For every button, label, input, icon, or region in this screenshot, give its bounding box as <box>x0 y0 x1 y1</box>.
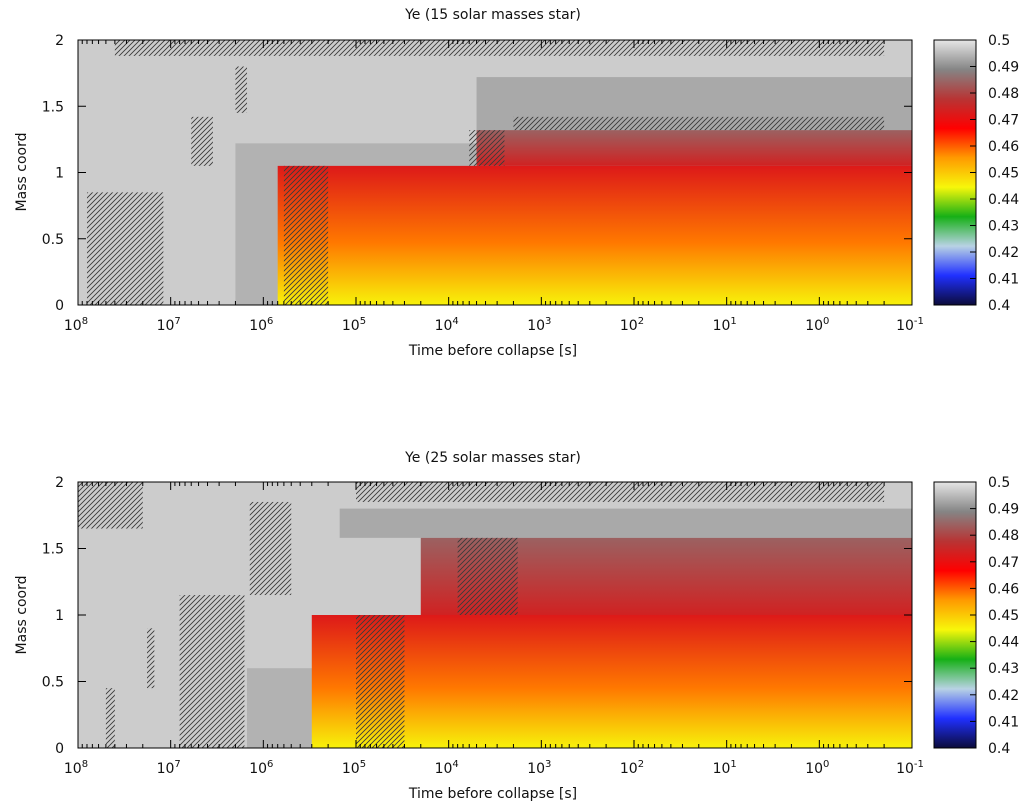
heatmap-panel-15-solar-masses: Ye (15 solar masses star) 108 107 106 105 10… <box>14 7 1019 359</box>
y-tick-label: 2 <box>55 33 64 49</box>
convective-zone-hatch <box>78 482 143 529</box>
x-tick-label: 10-1 <box>896 759 924 777</box>
convective-zone-hatch <box>457 537 518 615</box>
colorbar: 0.5 0.49 0.48 0.47 0.46 0.45 0.44 0.43 0.42 0.41 0… <box>933 33 1019 314</box>
x-tick-label: 106 <box>249 759 273 777</box>
heatmap-plot-area <box>78 482 912 748</box>
x-tick-label: 108 <box>64 759 88 777</box>
x-tick-label: 105 <box>342 316 366 334</box>
heatmap-panel-25-solar-masses: Ye (25 solar masses star) 108 107 106 105 10… <box>14 450 1019 802</box>
x-tick-label: 101 <box>713 316 737 334</box>
x-tick-label: 105 <box>342 759 366 777</box>
heatmap-region-inner-core <box>311 615 912 748</box>
x-axis-ticks: 108 107 106 105 104 103 102 101 100 10-1 <box>64 40 924 334</box>
chart-title: Ye (25 solar masses star) <box>404 450 581 466</box>
x-tick-label: 102 <box>620 759 644 777</box>
convective-zone-hatch <box>356 615 405 748</box>
colorbar-tick-label: 0.44 <box>988 192 1019 208</box>
x-tick-label: 107 <box>157 759 181 777</box>
x-tick-label: 10-1 <box>896 316 924 334</box>
colorbar-tick-label: 0.43 <box>988 661 1019 677</box>
y-tick-label: 1.5 <box>42 99 64 115</box>
convective-zone-hatch <box>356 482 885 502</box>
colorbar-tick-label: 0.44 <box>988 635 1019 651</box>
convective-zone-hatch <box>283 165 329 305</box>
convective-zone-hatch <box>114 40 885 56</box>
x-tick-label: 103 <box>527 759 551 777</box>
x-tick-label: 101 <box>713 759 737 777</box>
colorbar-tick-label: 0.4 <box>988 298 1010 314</box>
y-tick-label: 1 <box>55 166 64 182</box>
x-tick-label: 106 <box>249 316 273 334</box>
colorbar-tick-label: 0.41 <box>988 714 1019 730</box>
colorbar-tick-label: 0.5 <box>988 475 1010 491</box>
y-axis-ticks: 0 0.5 1 1.5 2 <box>42 475 912 757</box>
colorbar-tick-label: 0.48 <box>988 86 1019 102</box>
x-tick-label: 102 <box>620 316 644 334</box>
convective-zone-hatch <box>147 628 155 689</box>
y-tick-label: 1.5 <box>42 542 64 558</box>
heatmap-region-oxygen-shell <box>476 130 912 166</box>
convective-zone-hatch <box>191 116 213 166</box>
colorbar-tick-label: 0.45 <box>988 166 1019 182</box>
colorbar-tick-label: 0.49 <box>988 502 1019 518</box>
colorbar: 0.5 0.49 0.48 0.47 0.46 0.45 0.44 0.43 0.42 0.41 0… <box>933 475 1019 757</box>
x-tick-label: 107 <box>157 316 181 334</box>
convective-zone-hatch <box>179 595 245 748</box>
convective-zone-hatch <box>469 130 505 166</box>
colorbar-tick-label: 0.41 <box>988 272 1019 288</box>
y-tick-label: 2 <box>55 475 64 491</box>
heatmap-region-upper-shell <box>339 508 912 538</box>
colorbar-gradient <box>933 481 977 749</box>
x-axis-label: Time before collapse [s] <box>408 786 577 802</box>
colorbar-tick-label: 0.46 <box>988 139 1019 155</box>
x-tick-label: 104 <box>435 759 459 777</box>
y-tick-label: 0 <box>55 741 64 757</box>
y-tick-label: 0.5 <box>42 675 64 691</box>
x-axis-label: Time before collapse [s] <box>408 343 577 359</box>
x-tick-label: 100 <box>805 759 829 777</box>
colorbar-tick-label: 0.45 <box>988 608 1019 624</box>
convective-zone-hatch <box>249 501 292 596</box>
colorbar-tick-label: 0.46 <box>988 581 1019 597</box>
colorbar-tick-label: 0.43 <box>988 219 1019 235</box>
x-tick-label: 100 <box>805 316 829 334</box>
convective-zone-hatch <box>86 192 164 305</box>
y-tick-label: 0 <box>55 298 64 314</box>
heatmap-plot-area <box>78 40 912 305</box>
y-axis-ticks: 0 0.5 1 1.5 2 <box>42 33 912 314</box>
convective-zone-hatch <box>513 116 885 131</box>
x-tick-label: 103 <box>527 316 551 334</box>
colorbar-tick-label: 0.47 <box>988 555 1019 571</box>
heatmap-region-inner-core <box>277 165 912 305</box>
colorbar-tick-label: 0.42 <box>988 688 1019 704</box>
x-tick-label: 108 <box>64 316 88 334</box>
colorbar-tick-label: 0.49 <box>988 60 1019 76</box>
colorbar-tick-label: 0.47 <box>988 113 1019 129</box>
convective-zone-hatch <box>105 688 115 748</box>
y-tick-label: 1 <box>55 608 64 624</box>
colorbar-tick-label: 0.5 <box>988 33 1010 49</box>
y-tick-label: 0.5 <box>42 232 64 248</box>
colorbar-tick-label: 0.48 <box>988 528 1019 544</box>
colorbar-gradient <box>933 39 977 306</box>
x-axis-ticks: 108 107 106 105 104 103 102 101 100 10-1 <box>64 482 924 777</box>
y-axis-label: Mass coord <box>14 576 30 655</box>
chart-title: Ye (15 solar masses star) <box>404 7 581 23</box>
colorbar-tick-label: 0.42 <box>988 245 1019 261</box>
colorbar-tick-label: 0.4 <box>988 741 1010 757</box>
y-axis-label: Mass coord <box>14 133 30 212</box>
convective-zone-hatch <box>235 66 248 113</box>
x-tick-label: 104 <box>435 316 459 334</box>
